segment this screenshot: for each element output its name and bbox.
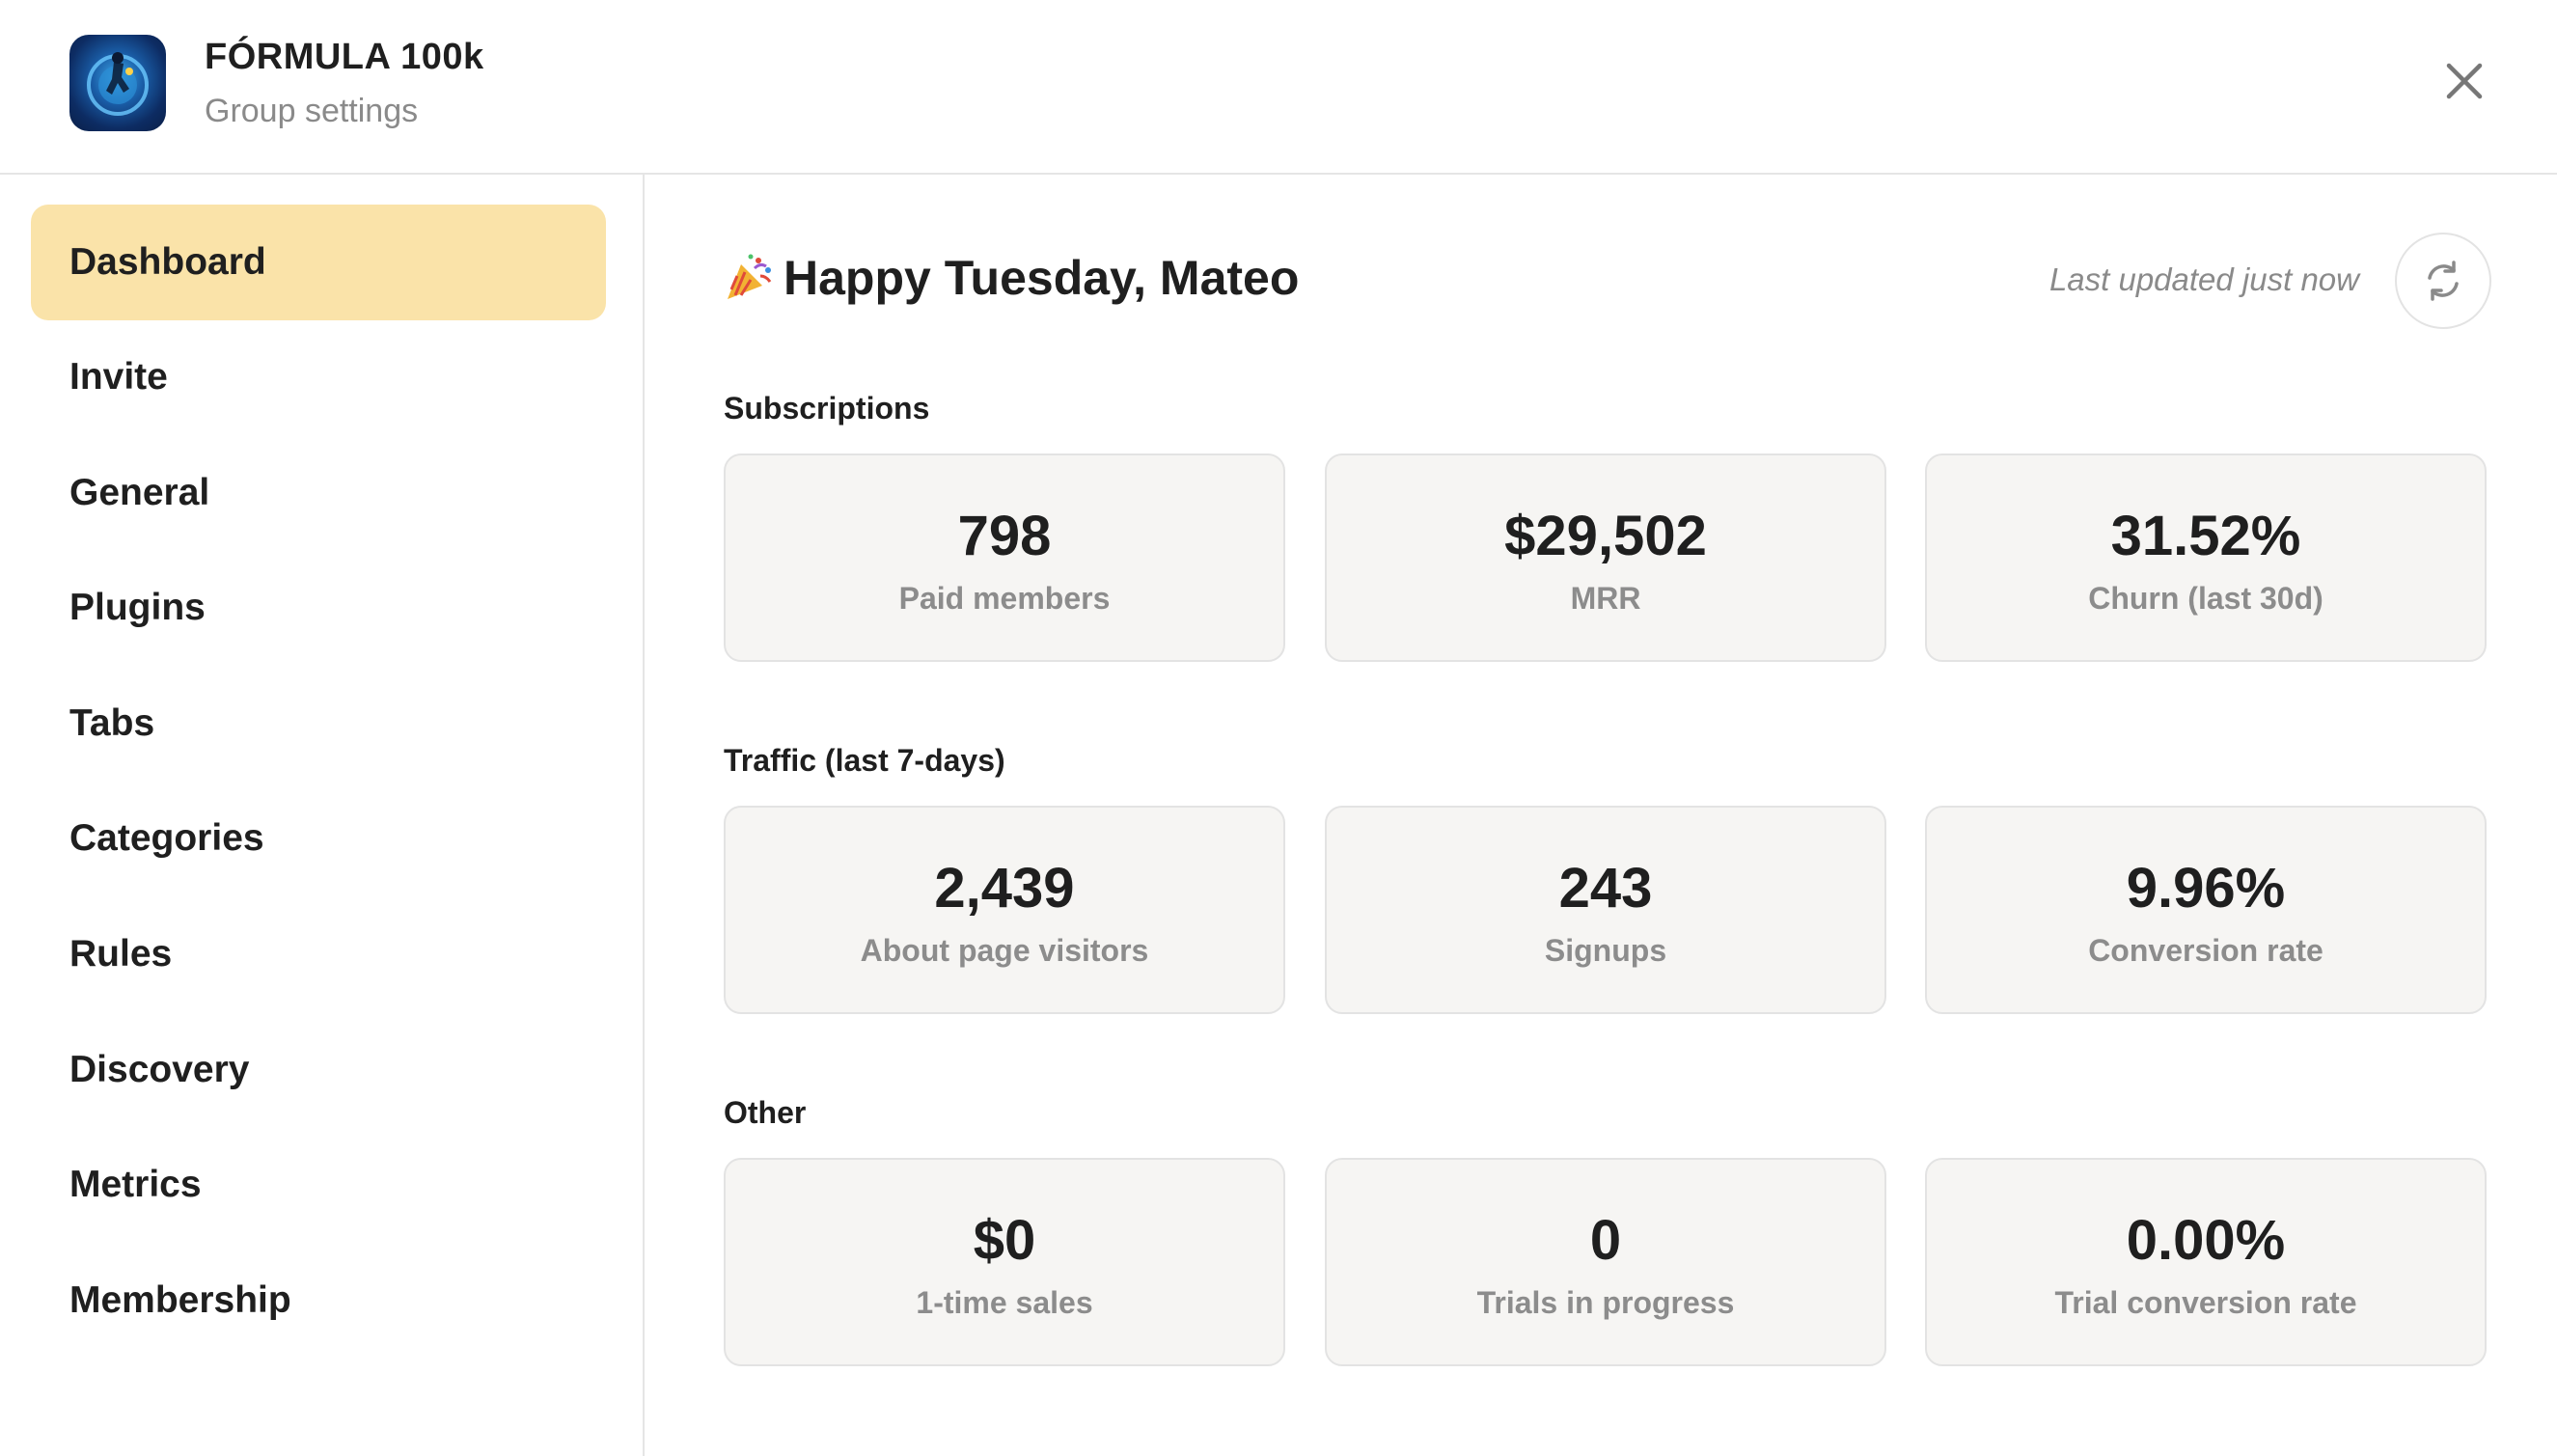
stat-card-one-time-sales: $0 1-time sales	[724, 1158, 1285, 1366]
sidebar-item-label: Membership	[69, 1279, 291, 1321]
sidebar-item-rules[interactable]: Rules	[31, 896, 606, 1012]
stat-value: 798	[957, 505, 1052, 567]
party-popper-icon	[728, 254, 772, 299]
stat-value: 0	[1589, 1209, 1622, 1272]
sidebar-item-label: Discovery	[69, 1049, 250, 1090]
settings-header: FÓRMULA 100k Group settings	[0, 0, 2557, 175]
sidebar-item-label: Invite	[69, 356, 168, 398]
stat-value: 243	[1558, 857, 1653, 920]
stat-card-about-page-visitors: 2,439 About page visitors	[724, 806, 1285, 1014]
sidebar-item-label: Dashboard	[69, 241, 266, 283]
stat-card-paid-members: 798 Paid members	[724, 453, 1285, 662]
section-title-subscriptions: Subscriptions	[724, 391, 930, 426]
sidebar-item-label: General	[69, 472, 210, 513]
group-title: FÓRMULA 100k	[205, 37, 484, 77]
stat-value: 2,439	[934, 857, 1075, 920]
close-button[interactable]	[2441, 58, 2488, 104]
sidebar-item-label: Rules	[69, 933, 173, 975]
sidebar-item-label: Metrics	[69, 1164, 202, 1205]
sidebar-item-general[interactable]: General	[31, 435, 606, 551]
stat-card-churn: 31.52% Churn (last 30d)	[1925, 453, 2487, 662]
sidebar-item-label: Categories	[69, 817, 264, 859]
refresh-button[interactable]	[2395, 233, 2491, 329]
stat-value: $29,502	[1504, 505, 1707, 567]
stat-value: $0	[973, 1209, 1036, 1272]
last-updated-text: Last updated just now	[2048, 261, 2359, 297]
refresh-icon	[2428, 261, 2459, 301]
stat-card-conversion-rate: 9.96% Conversion rate	[1925, 806, 2487, 1014]
stat-label: About page visitors	[860, 933, 1149, 968]
settings-sidebar: Dashboard Invite General Plugins Tabs Ca…	[0, 175, 645, 1456]
sidebar-item-membership[interactable]: Membership	[31, 1243, 606, 1359]
stat-label: Paid members	[898, 581, 1111, 616]
stat-label: Trials in progress	[1476, 1285, 1735, 1320]
stat-label: Churn (last 30d)	[2088, 581, 2323, 616]
greeting-heading: Happy Tuesday, Mateo	[722, 250, 1299, 306]
stat-value: 9.96%	[2126, 857, 2286, 920]
sidebar-item-dashboard[interactable]: Dashboard	[31, 205, 606, 320]
sidebar-item-label: Tabs	[69, 702, 155, 744]
sidebar-item-invite[interactable]: Invite	[31, 319, 606, 435]
sidebar-item-metrics[interactable]: Metrics	[31, 1127, 606, 1243]
sidebar-item-discovery[interactable]: Discovery	[31, 1012, 606, 1128]
sidebar-item-categories[interactable]: Categories	[31, 781, 606, 896]
greeting-text: Happy Tuesday, Mateo	[784, 251, 1300, 305]
stat-value: 0.00%	[2126, 1209, 2286, 1272]
close-icon	[2446, 63, 2483, 99]
sidebar-item-plugins[interactable]: Plugins	[31, 550, 606, 666]
stat-card-signups: 243 Signups	[1325, 806, 1886, 1014]
stat-label: Conversion rate	[2088, 933, 2323, 968]
section-title-traffic: Traffic (last 7-days)	[724, 743, 1005, 778]
dashboard-panel: Happy Tuesday, Mateo Last updated just n…	[646, 175, 2557, 1456]
section-title-other: Other	[724, 1095, 807, 1130]
group-logo-icon	[69, 35, 166, 131]
stat-value: 31.52%	[2110, 505, 2301, 567]
stat-label: 1-time sales	[916, 1285, 1093, 1320]
stat-card-trial-conversion-rate: 0.00% Trial conversion rate	[1925, 1158, 2487, 1366]
stat-label: MRR	[1570, 581, 1641, 616]
group-subtitle: Group settings	[205, 93, 419, 129]
stat-label: Signups	[1544, 933, 1667, 968]
sidebar-item-tabs[interactable]: Tabs	[31, 666, 606, 782]
stat-card-trials-in-progress: 0 Trials in progress	[1325, 1158, 1886, 1366]
stat-label: Trial conversion rate	[2054, 1285, 2357, 1320]
sidebar-item-label: Plugins	[69, 587, 206, 628]
stat-card-mrr: $29,502 MRR	[1325, 453, 1886, 662]
